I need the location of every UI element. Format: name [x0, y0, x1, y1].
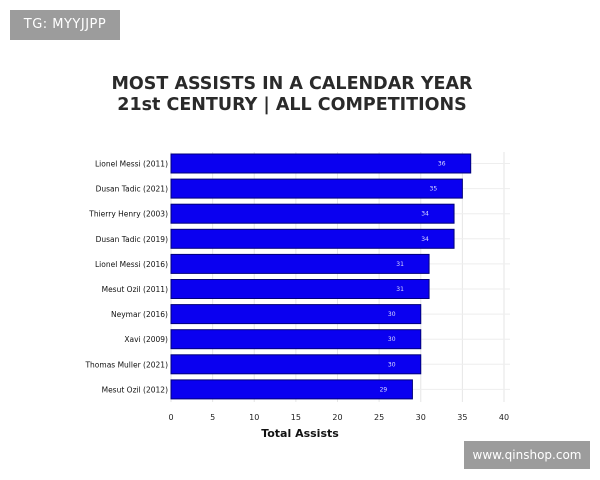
bar [170, 354, 422, 375]
x-tick-label: 5 [210, 413, 215, 422]
bar [170, 203, 455, 224]
bar [170, 279, 430, 299]
y-category-label: Mesut Ozil (2012) [102, 385, 168, 394]
y-category-label: Thierry Henry (2003) [88, 210, 168, 219]
x-tick-label: 20 [332, 413, 342, 422]
bar [170, 178, 463, 199]
x-tick-label: 15 [291, 413, 301, 422]
chart-title: MOST ASSISTS IN A CALENDAR YEAR 21st CEN… [0, 74, 584, 116]
bar-value-label: 35 [430, 186, 438, 193]
bar [170, 228, 455, 249]
y-category-label: Thomas Muller (2021) [84, 360, 168, 369]
bar [170, 153, 472, 174]
x-tick-label: 40 [499, 413, 509, 422]
x-axis-title: Total Assists [261, 427, 339, 440]
bar [170, 329, 422, 350]
bar [170, 379, 413, 400]
x-tick-label: 30 [416, 413, 426, 422]
chart-title-line-1: MOST ASSISTS IN A CALENDAR YEAR [111, 74, 473, 94]
bar-value-label: 31 [396, 286, 404, 293]
x-tick-label: 35 [457, 413, 467, 422]
y-category-label: Dusan Tadic (2021) [96, 185, 168, 194]
x-tick-label: 0 [168, 413, 173, 422]
y-category-label: Lionel Messi (2016) [95, 260, 168, 269]
x-tick-label: 25 [374, 413, 384, 422]
y-category-label: Mesut Ozil (2011) [102, 285, 168, 294]
bar-value-label: 30 [388, 311, 396, 318]
y-category-label: Xavi (2009) [124, 335, 168, 344]
bar [170, 253, 430, 274]
chart-title-line-2: 21st CENTURY | ALL COMPETITIONS [117, 95, 467, 115]
y-category-label: Dusan Tadic (2019) [96, 235, 168, 244]
x-tick-label: 10 [249, 413, 259, 422]
bar-value-label: 36 [438, 161, 446, 168]
bar-value-label: 29 [380, 386, 388, 393]
bar-value-label: 31 [396, 261, 404, 268]
bar-value-label: 30 [388, 361, 396, 368]
bar-value-label: 30 [388, 336, 396, 343]
bar [170, 304, 422, 325]
tg-watermark-badge: TG: MYYJJPP [10, 10, 120, 40]
bar-value-label: 34 [421, 236, 429, 243]
y-category-label: Lionel Messi (2011) [95, 160, 168, 169]
y-category-label: Neymar (2016) [111, 310, 168, 319]
bar-value-label: 34 [421, 211, 429, 218]
site-watermark-badge: www.qinshop.com [464, 441, 590, 469]
